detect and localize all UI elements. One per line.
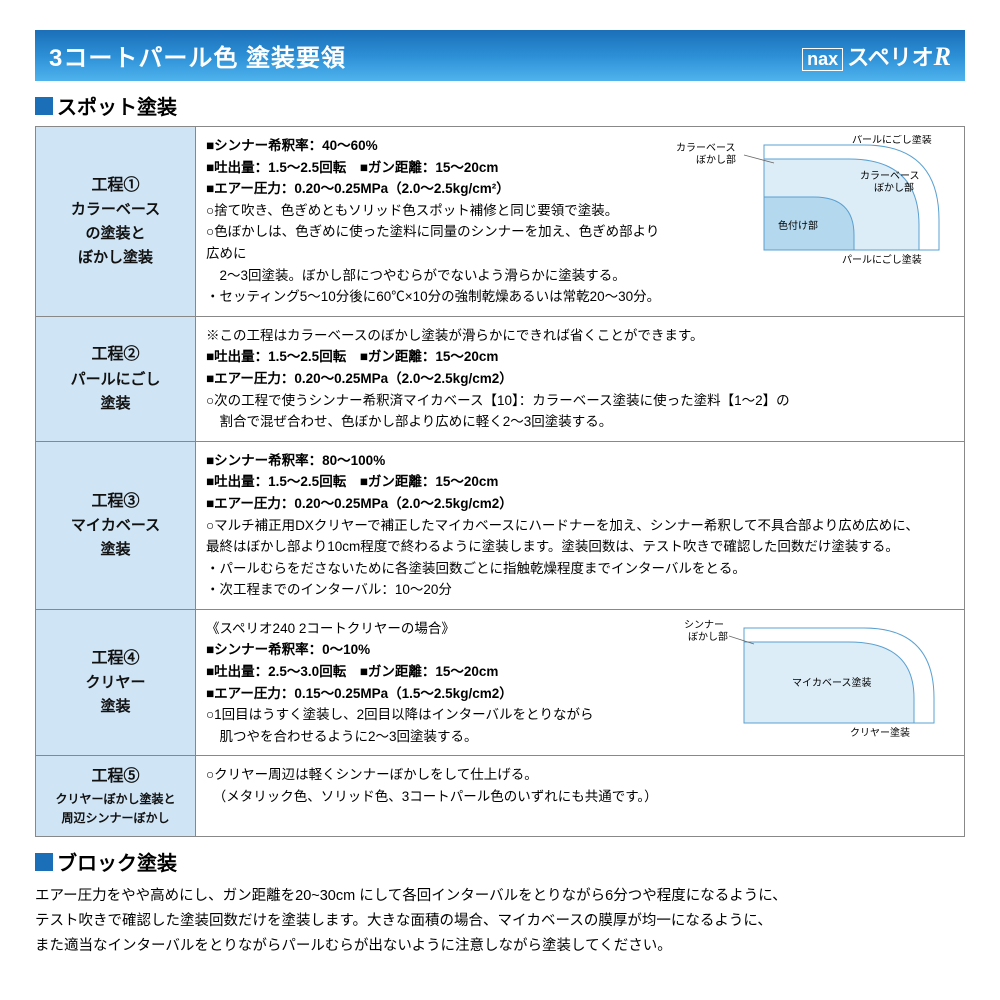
content-line: ○次の工程で使うシンナー希釈済マイカベース【10】：カラーベース塗装に使った塗料… (206, 390, 954, 433)
svg-text:パールにごし塗装: パールにごし塗装 (852, 135, 932, 146)
step-name: クリヤーぼかし塗装と周辺シンナーぼかし (46, 790, 185, 828)
content-line: ■エアー圧力：0.20～0.25MPa（2.0～2.5kg/cm2） (206, 368, 954, 390)
step-header: 工程③マイカベース塗装 (36, 441, 196, 609)
brand-nax: nax (802, 48, 843, 71)
content-line: ・次工程までのインターバル：10～20分 (206, 579, 954, 601)
svg-text:カラーベース: カラーベース (676, 142, 736, 154)
brand-name: スペリオ (847, 45, 933, 70)
step-number: 工程② (46, 342, 185, 368)
content-line: ○マルチ補正用DXクリヤーで補正したマイカベースにハードナーを加え、シンナー希釈… (206, 515, 954, 558)
content-line: ■エアー圧力：0.20～0.25MPa（2.0～2.5kg/cm2） (206, 493, 954, 515)
step-name: マイカベース塗装 (46, 514, 185, 562)
section-block-title: ブロック塗装 (35, 847, 965, 876)
step-number: 工程① (46, 173, 185, 199)
block-title-text: ブロック塗装 (57, 847, 177, 876)
svg-text:色付け部: 色付け部 (778, 219, 818, 232)
step-content: シンナー ぼかし部 マイカベース塗装 クリヤー塗装 《スペリオ240 2コートク… (196, 609, 965, 756)
table-row: 工程②パールにごし塗装※この工程はカラーベースのぼかし塗装が滑らかにできれば省く… (36, 316, 965, 441)
step-content: ○クリヤー周辺は軽くシンナーぼかしをして仕上げる。 （メタリック色、ソリッド色、… (196, 756, 965, 837)
content-line: ※この工程はカラーベースのぼかし塗装が滑らかにできれば省くことができます。 (206, 325, 954, 347)
content-line: ○クリヤー周辺は軽くシンナーぼかしをして仕上げる。 （メタリック色、ソリッド色、… (206, 764, 954, 807)
diagram-1: カラーベース ぼかし部 パールにごし塗装 カラーベース ぼかし部 色付け部 パー… (674, 135, 954, 265)
table-row: 工程④クリヤー塗装 シンナー ぼかし部 マイカベース塗装 クリヤー塗装 《スペリ… (36, 609, 965, 756)
step-header: 工程⑤クリヤーぼかし塗装と周辺シンナーぼかし (36, 756, 196, 837)
title-bar: 3コートパール色 塗装要領 naxスペリオR (35, 30, 965, 81)
step-header: 工程④クリヤー塗装 (36, 609, 196, 756)
step-content: カラーベース ぼかし部 パールにごし塗装 カラーベース ぼかし部 色付け部 パー… (196, 127, 965, 317)
square-icon (35, 853, 53, 871)
section-spot-title: スポット塗装 (35, 91, 965, 120)
step-name: クリヤー塗装 (46, 671, 185, 719)
table-row: 工程①カラーベースの塗装とぼかし塗装 カラーベース ぼかし部 パールにごし塗装 … (36, 127, 965, 317)
step-content: ※この工程はカラーベースのぼかし塗装が滑らかにできれば省くことができます。■吐出… (196, 316, 965, 441)
page-title: 3コートパール色 塗装要領 (49, 38, 346, 73)
process-table: 工程①カラーベースの塗装とぼかし塗装 カラーベース ぼかし部 パールにごし塗装 … (35, 126, 965, 837)
step-number: 工程⑤ (46, 764, 185, 790)
content-line: ・パールむらをださないために各塗装回数ごとに指触乾燥程度までインターバルをとる。 (206, 558, 954, 580)
step-header: 工程①カラーベースの塗装とぼかし塗装 (36, 127, 196, 317)
content-line: ・セッティング5～10分後に60℃×10分の強制乾燥あるいは常乾20～30分。 (206, 286, 954, 308)
content-line: ■吐出量：1.5～2.5回転 ■ガン距離：15～20cm (206, 346, 954, 368)
step-number: 工程③ (46, 489, 185, 515)
step-header: 工程②パールにごし塗装 (36, 316, 196, 441)
content-line: ■吐出量：1.5～2.5回転 ■ガン距離：15～20cm (206, 471, 954, 493)
table-row: 工程⑤クリヤーぼかし塗装と周辺シンナーぼかし○クリヤー周辺は軽くシンナーぼかしを… (36, 756, 965, 837)
diagram-2: シンナー ぼかし部 マイカベース塗装 クリヤー塗装 (674, 618, 954, 738)
svg-text:カラーベース: カラーベース (860, 170, 920, 182)
content-line: ■シンナー希釈率：80～100% (206, 450, 954, 472)
brand: naxスペリオR (802, 40, 951, 72)
svg-text:ぼかし部: ぼかし部 (874, 181, 914, 194)
svg-text:パールにごし塗装: パールにごし塗装 (842, 253, 922, 265)
spot-title-text: スポット塗装 (57, 91, 177, 120)
brand-r: R (934, 42, 951, 71)
svg-text:シンナー: シンナー (684, 619, 724, 631)
svg-text:クリヤー塗装: クリヤー塗装 (850, 726, 910, 738)
square-icon (35, 97, 53, 115)
step-name: パールにごし塗装 (46, 368, 185, 416)
svg-text:マイカベース塗装: マイカベース塗装 (792, 676, 872, 689)
svg-text:ぼかし部: ぼかし部 (688, 630, 728, 643)
block-text: エアー圧力をやや高めにし、ガン距離を20~30cm にして各回インターバルをとり… (35, 884, 965, 958)
step-number: 工程④ (46, 646, 185, 672)
step-name: カラーベースの塗装とぼかし塗装 (46, 198, 185, 270)
svg-text:ぼかし部: ぼかし部 (696, 153, 736, 166)
table-row: 工程③マイカベース塗装■シンナー希釈率：80～100%■吐出量：1.5～2.5回… (36, 441, 965, 609)
step-content: ■シンナー希釈率：80～100%■吐出量：1.5～2.5回転 ■ガン距離：15～… (196, 441, 965, 609)
